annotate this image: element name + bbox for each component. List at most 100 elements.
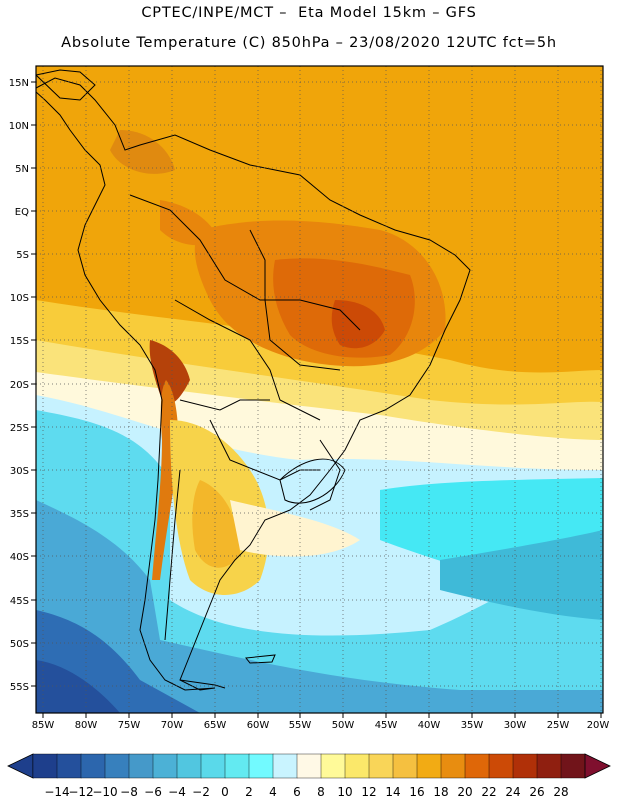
colorbar-label: 20 bbox=[457, 785, 472, 799]
colorbar-cell bbox=[488, 753, 514, 779]
colorbar-cell bbox=[536, 753, 562, 779]
argentina-warm-core bbox=[192, 480, 240, 568]
colorbar-label: 18 bbox=[433, 785, 448, 799]
colorbar-label: −12 bbox=[68, 785, 93, 799]
lon-label: 60W bbox=[247, 720, 270, 731]
colorbar-cell bbox=[272, 753, 298, 779]
colorbar-label: −4 bbox=[168, 785, 186, 799]
lon-label: 30W bbox=[504, 720, 527, 731]
border-line-3 bbox=[249, 229, 341, 371]
colorbar-cell bbox=[296, 753, 322, 779]
band-minus4 bbox=[36, 500, 603, 713]
lat-label: 20S bbox=[10, 380, 29, 391]
colorbar-cell bbox=[560, 753, 586, 779]
colorbar-cell bbox=[392, 753, 418, 779]
lat-label: 50S bbox=[10, 639, 29, 650]
colorbar-cell bbox=[440, 753, 466, 779]
falkland-islands bbox=[245, 654, 276, 664]
patagonia-cool bbox=[230, 500, 360, 557]
colorbar-cell bbox=[248, 753, 274, 779]
colorbar-label: −8 bbox=[120, 785, 138, 799]
lon-label: 70W bbox=[161, 720, 184, 731]
altiplano-hot bbox=[149, 340, 190, 404]
colorbar-label: 24 bbox=[505, 785, 520, 799]
band-minus12 bbox=[36, 660, 120, 713]
colorbar-label: 2 bbox=[245, 785, 253, 799]
lat-label: EQ bbox=[15, 207, 29, 218]
lon-label: 50W bbox=[332, 720, 355, 731]
colorbar-cell bbox=[416, 753, 442, 779]
map-frame bbox=[35, 65, 604, 714]
colorbar-cell bbox=[128, 753, 154, 779]
lon-label: 85W bbox=[32, 720, 55, 731]
lat-label: 15N bbox=[9, 78, 29, 89]
andes-north-warm bbox=[160, 200, 220, 246]
band-0 bbox=[36, 410, 603, 713]
colorbar-over-arrow bbox=[584, 753, 611, 779]
colorbar-cell bbox=[320, 753, 346, 779]
tierra-del-fuego bbox=[179, 679, 226, 689]
lat-label: 15S bbox=[10, 336, 29, 347]
lat-label: 55S bbox=[10, 682, 29, 693]
lon-label: 65W bbox=[204, 720, 227, 731]
lat-label: 10S bbox=[10, 293, 29, 304]
colorbar-cell bbox=[368, 753, 394, 779]
colorbar-under-arrow bbox=[7, 753, 34, 779]
lat-label: 30S bbox=[10, 466, 29, 477]
colorbar-cell bbox=[32, 753, 58, 779]
coastlines bbox=[36, 69, 471, 691]
colorbar-label: 14 bbox=[385, 785, 400, 799]
lat-label: 45S bbox=[10, 596, 29, 607]
venezuela-warm bbox=[110, 130, 175, 174]
lon-label: 40W bbox=[418, 720, 441, 731]
colorbar-cell bbox=[152, 753, 178, 779]
gridlines bbox=[36, 66, 603, 713]
lon-label: 35W bbox=[461, 720, 484, 731]
colorbar-label: −2 bbox=[192, 785, 210, 799]
map-title-line-2: Absolute Temperature (C) 850hPa – 23/08/… bbox=[61, 35, 557, 51]
lon-label: 80W bbox=[75, 720, 98, 731]
lat-label: 25S bbox=[10, 423, 29, 434]
south-america-coast bbox=[36, 77, 471, 691]
temperature-field bbox=[36, 66, 603, 713]
lat-label: 10N bbox=[9, 121, 29, 132]
colorbar-label: 22 bbox=[481, 785, 496, 799]
lat-label: 5N bbox=[15, 164, 29, 175]
colorbar-label: −10 bbox=[92, 785, 117, 799]
colorbar-cell bbox=[80, 753, 106, 779]
colorbar-cell bbox=[512, 753, 538, 779]
lat-label: 40S bbox=[10, 552, 29, 563]
colorbar-label: 6 bbox=[293, 785, 301, 799]
colorbar-cell bbox=[464, 753, 490, 779]
colorbar-label: 12 bbox=[361, 785, 376, 799]
band-minus2-ocean bbox=[440, 530, 603, 620]
border-line-4 bbox=[179, 399, 270, 411]
colorbar-label: −6 bbox=[144, 785, 162, 799]
colorbar-label: 4 bbox=[269, 785, 277, 799]
colorbar-cell bbox=[224, 753, 250, 779]
border-chile-argentina bbox=[164, 469, 181, 641]
hot-core-24 bbox=[331, 300, 385, 349]
axis-ticks bbox=[31, 81, 602, 718]
colorbar-cell bbox=[104, 753, 130, 779]
border-line-1 bbox=[129, 194, 361, 331]
lon-label: 75W bbox=[118, 720, 141, 731]
colorbar-cell bbox=[56, 753, 82, 779]
colorbar-label: −14 bbox=[44, 785, 69, 799]
colorbar-label: 10 bbox=[337, 785, 352, 799]
colorbar: −14−12−10 −8 −6 −4 −2 0 2 4 6 8 10 12 14 16 18 20 22 24 26… bbox=[7, 753, 611, 799]
lat-label: 35S bbox=[10, 509, 29, 520]
lon-label: 25W bbox=[547, 720, 570, 731]
colorbar-label: 26 bbox=[529, 785, 544, 799]
lon-label: 45W bbox=[375, 720, 398, 731]
lon-label: 55W bbox=[289, 720, 312, 731]
longitude-labels: 85W 80W 75W 70W 65W 60W 55W 50W 45W 40W … bbox=[32, 720, 610, 731]
colorbar-label: 0 bbox=[221, 785, 229, 799]
lat-label: 5S bbox=[16, 250, 29, 261]
colorbar-cell bbox=[344, 753, 370, 779]
border-line-6 bbox=[309, 439, 341, 511]
map-title-line-1: CPTEC/INPE/MCT – Eta Model 15km – GFS bbox=[141, 5, 477, 21]
lon-label: 20W bbox=[587, 720, 610, 731]
latitude-labels: 15N 10N 5N EQ 5S 10S 15S 20S 25S 30S 35S… bbox=[9, 78, 29, 693]
